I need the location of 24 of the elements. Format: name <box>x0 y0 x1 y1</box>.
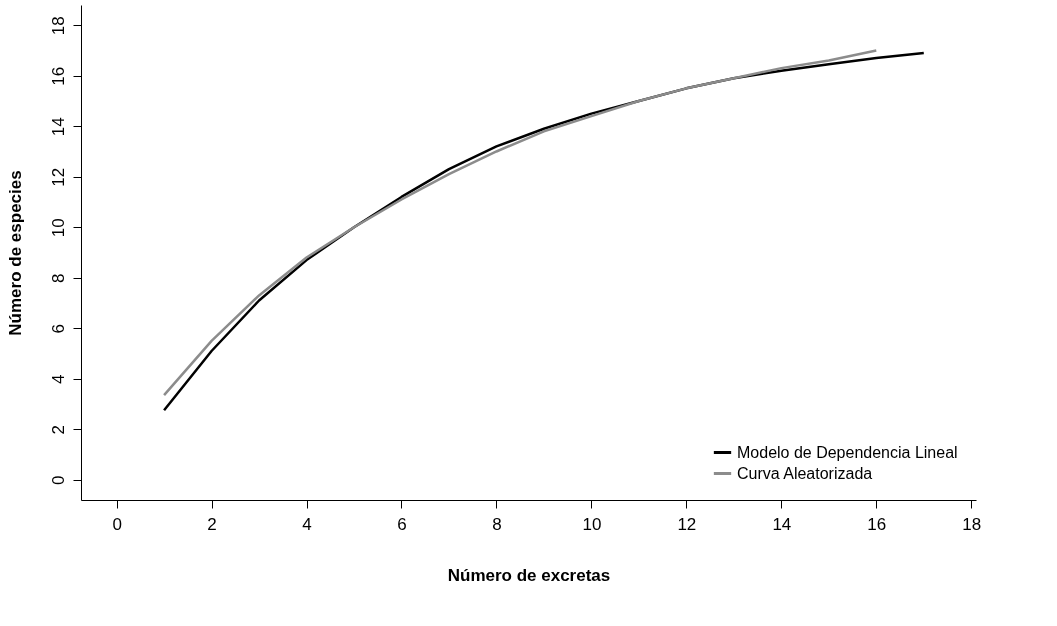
x-tick-label: 16 <box>867 514 887 534</box>
x-tick-label: 2 <box>207 514 217 534</box>
x-tick-label: 0 <box>112 514 122 534</box>
y-tick-label: 18 <box>48 16 68 36</box>
y-axis-title: Número de especies <box>5 170 25 336</box>
x-tick-label: 12 <box>677 514 697 534</box>
x-tick-label: 18 <box>962 514 982 534</box>
y-tick-label: 8 <box>48 273 68 283</box>
x-tick-label: 14 <box>772 514 792 534</box>
y-tick-label: 6 <box>48 324 68 334</box>
x-tick-label: 4 <box>302 514 312 534</box>
y-tick-label: 4 <box>48 374 68 385</box>
x-tick-label: 8 <box>492 514 502 534</box>
y-tick-label: 12 <box>48 167 68 187</box>
legend-label: Curva Aleatorizada <box>737 464 873 482</box>
legend-label: Modelo de Dependencia Lineal <box>737 443 958 461</box>
x-tick-label: 10 <box>582 514 602 534</box>
x-axis-title: Número de excretas <box>447 565 611 585</box>
y-tick-label: 2 <box>48 425 68 435</box>
y-tick-label: 0 <box>48 475 68 486</box>
y-tick-label: 14 <box>48 117 68 137</box>
x-tick-label: 6 <box>397 514 407 534</box>
y-tick-label: 16 <box>48 66 68 86</box>
y-tick-label: 10 <box>48 218 68 238</box>
